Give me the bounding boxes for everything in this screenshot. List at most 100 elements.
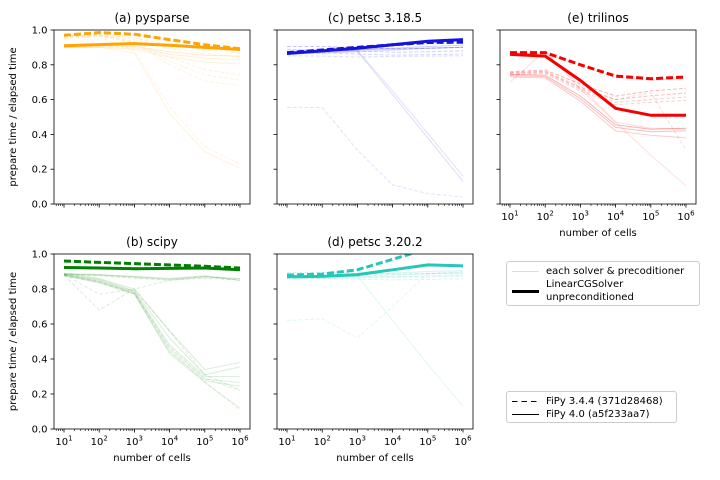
series-line bbox=[63, 274, 240, 377]
dashed-line-swatch-icon bbox=[512, 400, 539, 403]
x-tick-label: 106 bbox=[454, 435, 472, 449]
x-axis-label: number of cells bbox=[559, 228, 636, 239]
x-axis-label: number of cells bbox=[336, 453, 413, 464]
series-line bbox=[63, 34, 241, 76]
series-line bbox=[287, 106, 464, 198]
series-line bbox=[63, 274, 241, 391]
plot-border bbox=[276, 253, 474, 430]
series-line bbox=[63, 274, 241, 281]
x-tick-label: 103 bbox=[572, 210, 589, 224]
series-line bbox=[286, 274, 464, 280]
x-tick-label: 105 bbox=[196, 435, 213, 449]
series-group-e bbox=[509, 50, 687, 187]
x-axis-label: number of cells bbox=[113, 453, 190, 464]
series-line bbox=[63, 274, 241, 384]
x-tick-label: 105 bbox=[642, 210, 659, 224]
series-line bbox=[63, 33, 241, 54]
legend-item-linearcg: LinearCGSolver unpreconditioned bbox=[512, 278, 693, 304]
series-group-d bbox=[286, 254, 464, 407]
series-line bbox=[509, 76, 687, 139]
y-tick-label: 0.4 bbox=[32, 355, 48, 366]
y-tick-label: 0.0 bbox=[32, 200, 48, 211]
series-line bbox=[286, 38, 464, 55]
series-group-b bbox=[63, 259, 241, 411]
series-line bbox=[510, 51, 687, 81]
series-line bbox=[286, 49, 464, 177]
series-line bbox=[63, 35, 241, 81]
series-line bbox=[63, 45, 241, 61]
chart-title: (a) pysparse bbox=[114, 11, 189, 25]
series-line bbox=[63, 36, 241, 165]
series-line bbox=[63, 273, 241, 376]
series-line bbox=[286, 49, 464, 53]
series-line bbox=[286, 271, 464, 339]
legend-item-fipy-40: FiPy 4.0 (a5f233aa7) bbox=[512, 408, 670, 421]
plot-border bbox=[53, 253, 251, 430]
legend-item-fipy-344: FiPy 3.4.4 (371d28468) bbox=[512, 395, 670, 408]
plot-border bbox=[53, 29, 251, 205]
y-tick-label: 0.2 bbox=[32, 390, 48, 401]
series-line bbox=[286, 55, 464, 58]
x-tick-label: 102 bbox=[314, 435, 331, 449]
y-tick-label: 1.0 bbox=[32, 26, 48, 37]
series-line bbox=[509, 70, 687, 101]
series-line bbox=[63, 46, 241, 65]
series-line bbox=[63, 274, 241, 387]
series-line bbox=[286, 52, 464, 56]
y-tick-label: 0.8 bbox=[32, 285, 48, 296]
plot-border bbox=[499, 29, 697, 205]
legend-label-linearcg-line1: LinearCGSolver bbox=[546, 279, 624, 290]
series-line bbox=[509, 75, 687, 133]
series-line bbox=[63, 46, 241, 169]
series-line bbox=[509, 72, 687, 106]
y-axis-label: prepare time / elapsed time bbox=[8, 47, 19, 186]
legend-item-each-solver: each solver & precoditioner bbox=[512, 265, 693, 278]
x-tick-label: 101 bbox=[55, 435, 72, 449]
y-tick-label: 0.4 bbox=[32, 130, 48, 141]
faint-line-swatch-icon bbox=[512, 270, 539, 273]
y-tick-label: 0.6 bbox=[32, 320, 48, 331]
y-tick-label: 0.6 bbox=[32, 95, 48, 106]
series-line bbox=[63, 272, 241, 371]
series-line bbox=[286, 46, 464, 55]
x-tick-label: 102 bbox=[537, 210, 554, 224]
legend-label-linearcg: LinearCGSolver unpreconditioned bbox=[546, 278, 634, 304]
series-line bbox=[286, 277, 464, 281]
solver-legend: each solver & precoditioner LinearCGSolv… bbox=[506, 261, 700, 306]
legend-label-fipy-344: FiPy 3.4.4 (371d28468) bbox=[546, 396, 663, 407]
series-line bbox=[509, 50, 687, 130]
series-line bbox=[509, 71, 687, 151]
series-line bbox=[63, 273, 241, 282]
legend-label-fipy-40: FiPy 4.0 (a5f233aa7) bbox=[546, 409, 650, 420]
y-tick-label: 0.0 bbox=[32, 425, 48, 436]
x-tick-label: 104 bbox=[384, 435, 402, 449]
chart-title: (d) petsc 3.20.2 bbox=[327, 235, 422, 249]
thick-line-swatch-icon bbox=[512, 289, 539, 293]
series-line bbox=[63, 274, 241, 411]
series-line bbox=[63, 275, 241, 409]
plot-border bbox=[276, 29, 474, 205]
chart-title: (c) petsc 3.18.5 bbox=[328, 11, 422, 25]
version-legend: FiPy 3.4.4 (371d28468) FiPy 4.0 (a5f233a… bbox=[506, 391, 677, 423]
chart-title: (b) scipy bbox=[126, 235, 178, 249]
x-tick-label: 101 bbox=[501, 210, 518, 224]
series-line bbox=[63, 259, 241, 270]
x-tick-label: 104 bbox=[161, 435, 179, 449]
y-tick-label: 0.8 bbox=[32, 60, 48, 71]
series-line bbox=[509, 69, 687, 97]
x-tick-label: 101 bbox=[278, 435, 295, 449]
solid-line-swatch-icon bbox=[512, 413, 539, 416]
series-line bbox=[63, 273, 241, 280]
chart-title: (e) trilinos bbox=[567, 11, 628, 25]
series-line bbox=[286, 263, 464, 279]
series-line bbox=[509, 52, 686, 117]
x-tick-label: 106 bbox=[231, 435, 249, 449]
x-tick-label: 106 bbox=[677, 210, 695, 224]
y-tick-label: 0.2 bbox=[32, 165, 48, 176]
x-tick-label: 103 bbox=[126, 435, 143, 449]
x-tick-label: 104 bbox=[607, 210, 625, 224]
x-tick-label: 103 bbox=[349, 435, 366, 449]
series-line bbox=[286, 275, 464, 407]
